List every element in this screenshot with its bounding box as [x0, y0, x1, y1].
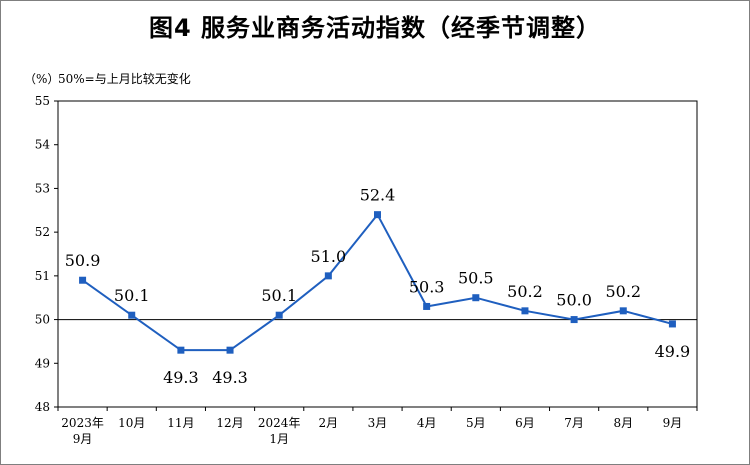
data-point-marker: [128, 311, 136, 319]
y-tick-label: 49: [35, 356, 50, 370]
y-tick-label: 54: [35, 138, 51, 152]
data-point-marker: [570, 316, 578, 324]
data-label: 49.9: [655, 342, 691, 361]
x-tick-label: 11月: [167, 416, 194, 430]
data-point-marker: [374, 211, 381, 219]
x-tick-label: 8月: [613, 416, 633, 430]
x-tick-label: 2月: [319, 416, 339, 430]
x-tick-label: 3月: [368, 416, 388, 430]
x-tick-label: 4月: [417, 416, 437, 430]
data-label: 49.3: [163, 368, 199, 387]
data-label: 50.2: [507, 282, 543, 301]
y-tick-label: 55: [35, 94, 50, 108]
x-tick-label: 10月: [118, 416, 145, 430]
data-point-marker: [521, 307, 529, 315]
data-point-marker: [79, 276, 87, 284]
data-label: 52.4: [360, 186, 396, 205]
plot-area-border: [57, 100, 698, 408]
data-point-marker: [177, 346, 185, 354]
x-tick-label: 12月: [216, 416, 243, 430]
x-tick-label: 6月: [515, 416, 535, 430]
x-tick-label: 7月: [564, 416, 584, 430]
data-point-marker: [324, 272, 332, 280]
x-tick-label: 2023年 9月: [61, 416, 104, 446]
series-line: [81, 212, 673, 352]
y-tick-label: 50: [35, 313, 50, 327]
y-axis-unit-label: （%）: [24, 72, 60, 86]
x-tick-label: 2024年 1月: [258, 416, 301, 446]
data-point-marker: [226, 346, 234, 354]
data-label: 50.1: [114, 286, 150, 305]
x-tick-label: 5月: [466, 416, 486, 430]
data-point-marker: [668, 320, 676, 328]
reference-note: 50%=与上月比较无变化: [58, 72, 191, 86]
data-point-marker: [472, 294, 480, 302]
data-label: 50.9: [65, 251, 101, 270]
data-point-marker: [619, 307, 627, 315]
y-tick-label: 53: [35, 181, 50, 195]
data-label: 50.1: [261, 286, 297, 305]
y-tick-label: 52: [35, 225, 50, 239]
data-point-marker: [423, 302, 431, 310]
data-label: 50.3: [409, 277, 445, 296]
y-tick-label: 51: [35, 269, 50, 283]
data-label: 50.0: [556, 291, 592, 310]
data-label: 50.2: [605, 282, 641, 301]
y-tick-label: 48: [35, 400, 50, 414]
data-label: 51.0: [311, 247, 347, 266]
data-label: 50.5: [458, 269, 494, 288]
data-point-marker: [275, 311, 283, 319]
data-label: 49.3: [212, 368, 248, 387]
x-tick-label: 9月: [663, 416, 683, 430]
chart-title: 图4 服务业商务活动指数（经季节调整）: [148, 14, 602, 42]
